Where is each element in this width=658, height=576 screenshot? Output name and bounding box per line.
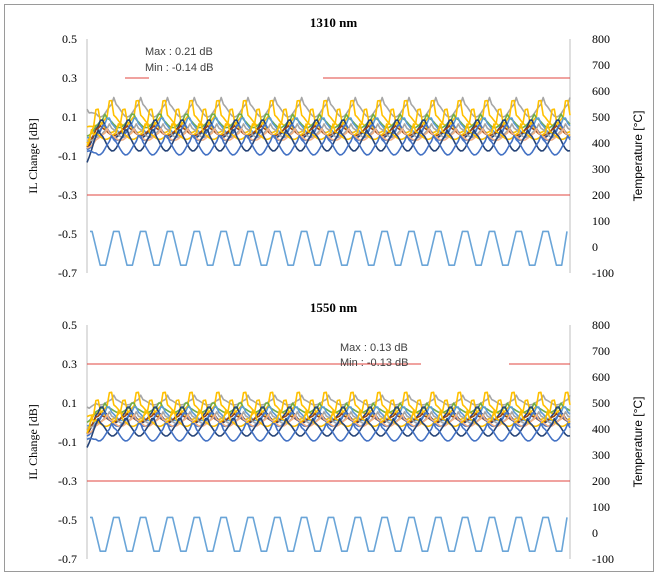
series-line-13: [86, 134, 571, 156]
series-line-8: [86, 123, 571, 143]
series-line-10: [86, 413, 571, 435]
y2-tick-label: 300: [592, 162, 610, 176]
y2-tick-label: 200: [592, 474, 610, 488]
y2-tick-label: 500: [592, 396, 610, 410]
y2-tick-label: 800: [592, 32, 610, 46]
y2-tick-label: 700: [592, 344, 610, 358]
y-tick-label: -0.1: [58, 149, 77, 163]
y2-tick-label: 600: [592, 84, 610, 98]
y-tick-label: 0.3: [62, 71, 77, 85]
y-tick-label: -0.7: [58, 266, 77, 280]
y-tick-label: 0.1: [62, 396, 77, 410]
y-tick-label: 0.5: [62, 32, 77, 46]
y2-tick-label: 300: [592, 448, 610, 462]
series-line-11: [86, 123, 571, 147]
series-line-2: [86, 99, 571, 128]
y2-tick-label: -100: [592, 552, 614, 566]
series-line-1: [86, 96, 571, 118]
min-annotation: Min : -0.14 dB: [145, 62, 213, 74]
y-axis-label: IL Change [dB]: [26, 404, 40, 480]
y2-tick-label: -100: [592, 266, 614, 280]
y-tick-label: -0.7: [58, 552, 77, 566]
series-line-5: [86, 117, 571, 139]
y2-axis-label: Temperature [°C]: [631, 111, 645, 202]
y2-tick-label: 400: [592, 136, 610, 150]
series-line-4: [86, 399, 571, 431]
y2-tick-label: 200: [592, 188, 610, 202]
y2-tick-label: 100: [592, 500, 610, 514]
series-line-2: [86, 391, 571, 418]
y2-tick-label: 600: [592, 370, 610, 384]
chart-canvas: 1310 nm 0.5 0.3 0.1 -0.1 -0.3 -0.5 -0.7 800 700 60…: [26, 15, 645, 566]
series-line-3: [86, 113, 571, 137]
y2-tick-label: 0: [592, 526, 598, 540]
y2-tick-label: 700: [592, 58, 610, 72]
chart-panel-1: 1310 nm 0.5 0.3 0.1 -0.1 -0.3 -0.5 -0.7 800 700 60…: [26, 15, 645, 280]
y2-tick-label: 800: [592, 318, 610, 332]
y-tick-label: -0.3: [58, 188, 77, 202]
min-annotation: Min : -0.13 dB: [340, 357, 408, 369]
series-line-13: [86, 422, 571, 442]
series-line-12: [86, 129, 571, 163]
y2-tick-label: 500: [592, 110, 610, 124]
series-line-11: [86, 410, 571, 434]
y-tick-label: -0.3: [58, 474, 77, 488]
series-line-4: [86, 108, 571, 144]
y-tick-label: 0.5: [62, 318, 77, 332]
series-line-5: [86, 406, 571, 427]
y2-tick-label: 100: [592, 214, 610, 228]
max-annotation: Max : 0.21 dB: [145, 46, 213, 58]
y-axis-label: IL Change [dB]: [26, 118, 40, 194]
series-line-12: [86, 417, 571, 448]
y-tick-label: 0.3: [62, 357, 77, 371]
chart-title: 1310 nm: [310, 15, 357, 30]
chart-title: 1550 nm: [310, 300, 357, 315]
y2-tick-label: 0: [592, 240, 598, 254]
y2-axis-label: Temperature [°C]: [631, 397, 645, 488]
y-tick-label: 0.1: [62, 110, 77, 124]
series-line-1: [86, 394, 571, 410]
temperature-line: [90, 230, 568, 266]
series-line-3: [86, 402, 571, 424]
temperature-line: [90, 516, 568, 552]
y-tick-label: -0.1: [58, 435, 77, 449]
y-tick-label: -0.5: [58, 513, 77, 527]
y-tick-label: -0.5: [58, 227, 77, 241]
figure-frame: 1310 nm 0.5 0.3 0.1 -0.1 -0.3 -0.5 -0.7 800 700 60…: [4, 4, 654, 572]
y2-tick-label: 400: [592, 422, 610, 436]
series-line-8: [86, 411, 571, 430]
max-annotation: Max : 0.13 dB: [340, 342, 408, 354]
chart-panel-2: 1550 nm 0.5 0.3 0.1 -0.1 -0.3 -0.5 -0.7 800 700 60…: [26, 300, 645, 566]
